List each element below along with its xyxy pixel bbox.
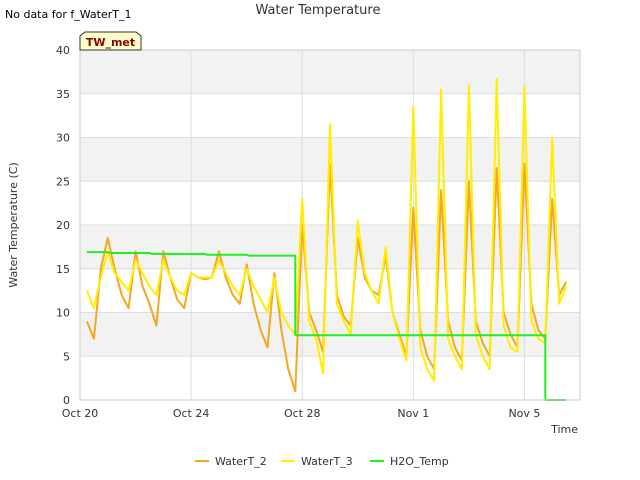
legend-label: H2O_Temp — [390, 455, 449, 468]
plot-border — [79, 49, 581, 401]
legend-label: WaterT_3 — [301, 455, 353, 468]
legend: WaterT_2 WaterT_3 H2O_Temp — [195, 455, 449, 468]
y-tick-label: 0 — [63, 394, 70, 407]
plot-band — [80, 225, 580, 269]
x-tick-label: Oct 28 — [284, 407, 321, 420]
x-tick-label: Oct 20 — [62, 407, 99, 420]
series-line-h2o-temp — [86, 251, 567, 401]
badge-background — [79, 31, 142, 51]
plot-band — [80, 268, 580, 313]
y-tick-label: 25 — [56, 175, 70, 188]
plot-band — [80, 50, 580, 94]
legend-label: WaterT_2 — [215, 455, 267, 468]
y-tick-label: 10 — [56, 307, 70, 320]
x-axis-ticks: Oct 20 Oct 24 Oct 28 Nov 1 Nov 5 — [62, 407, 541, 420]
y-tick-label: 35 — [56, 88, 70, 101]
y-tick-label: 15 — [56, 263, 70, 276]
y-tick-label: 30 — [56, 132, 70, 145]
chart-title: Water Temperature — [256, 3, 381, 18]
y-tick-label: 20 — [56, 219, 70, 232]
series-lines — [85, 77, 568, 401]
y-tick-label: 5 — [63, 350, 70, 363]
x-axis-label: Time — [550, 423, 578, 436]
x-tick-label: Nov 1 — [397, 407, 429, 420]
series-line-watert-3 — [85, 77, 568, 382]
y-axis-ticks: 0 5 10 15 20 25 30 35 40 — [56, 44, 70, 407]
badge-label: TW_met — [86, 36, 135, 49]
y-tick-label: 40 — [56, 44, 70, 57]
y-axis-label: Water Temperature (C) — [7, 162, 20, 287]
plot-band — [80, 356, 580, 400]
tw-met-badge: TW_met — [79, 31, 142, 51]
no-data-message: No data for f_WaterT_1 — [5, 8, 132, 21]
x-tick-label: Oct 24 — [173, 407, 210, 420]
x-tick-label: Nov 5 — [508, 407, 540, 420]
